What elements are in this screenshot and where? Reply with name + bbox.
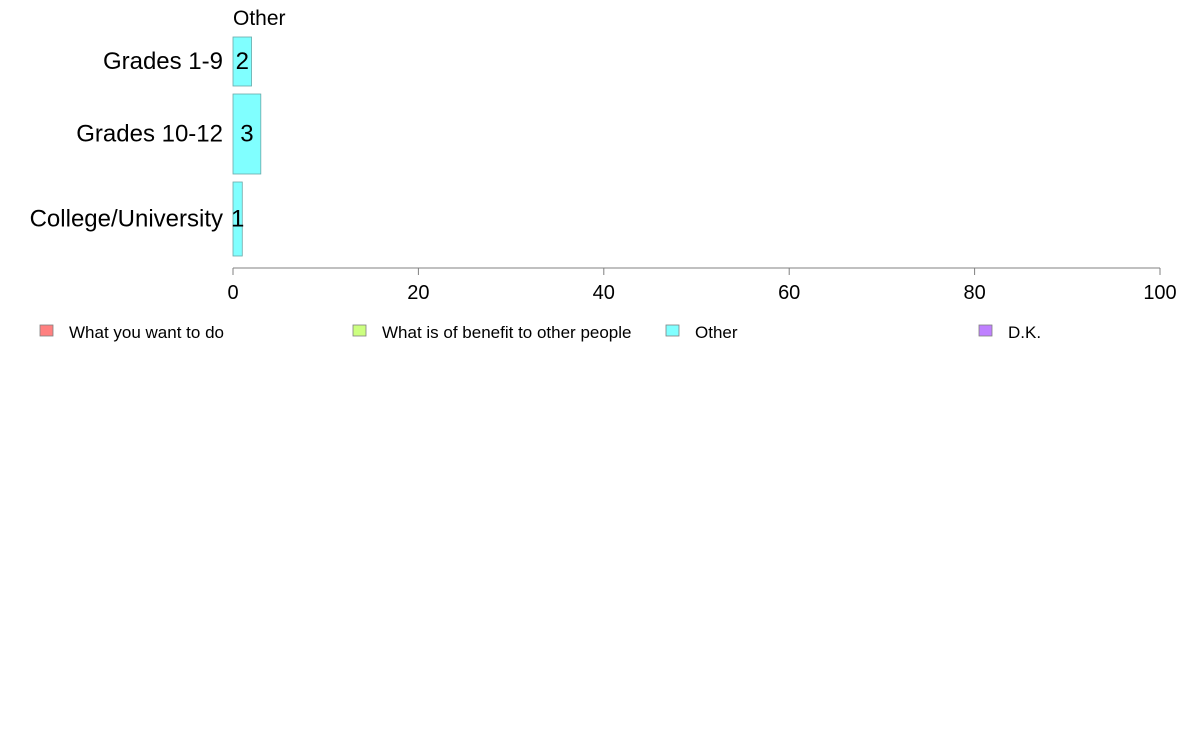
legend-label: What is of benefit to other people xyxy=(382,323,632,342)
x-tick-label: 100 xyxy=(1143,282,1176,304)
bar xyxy=(232,93,262,175)
category-label: College/University xyxy=(30,206,223,233)
category-label: Grades 10-12 xyxy=(76,121,223,148)
x-tick-label: 60 xyxy=(778,282,800,304)
category-label: Grades 1-9 xyxy=(103,48,223,75)
x-axis: 0 20 40 60 80 100 xyxy=(227,267,1177,304)
legend-swatch xyxy=(665,324,680,337)
bars-group: Grades 1-9 2 Grades 10-12 3 College/Universi… xyxy=(30,36,262,257)
data-label: 3 xyxy=(240,121,253,148)
legend-label: Other xyxy=(695,323,738,342)
x-tick-label: 40 xyxy=(593,282,615,304)
legend-swatch xyxy=(39,324,54,337)
legend-swatch xyxy=(978,324,993,337)
x-tick-label: 0 xyxy=(227,282,238,304)
panel-title: Other xyxy=(233,7,286,30)
bar xyxy=(232,181,243,257)
data-label: 2 xyxy=(236,48,249,75)
x-tick-label: 80 xyxy=(963,282,985,304)
legend: What you want to do What is of benefit to… xyxy=(39,323,1041,342)
x-tick-label: 20 xyxy=(407,282,429,304)
bar xyxy=(232,36,252,87)
data-label: 1 xyxy=(231,206,244,233)
legend-swatch xyxy=(352,324,367,337)
legend-label: What you want to do xyxy=(69,323,224,342)
legend-label: D.K. xyxy=(1008,323,1041,342)
